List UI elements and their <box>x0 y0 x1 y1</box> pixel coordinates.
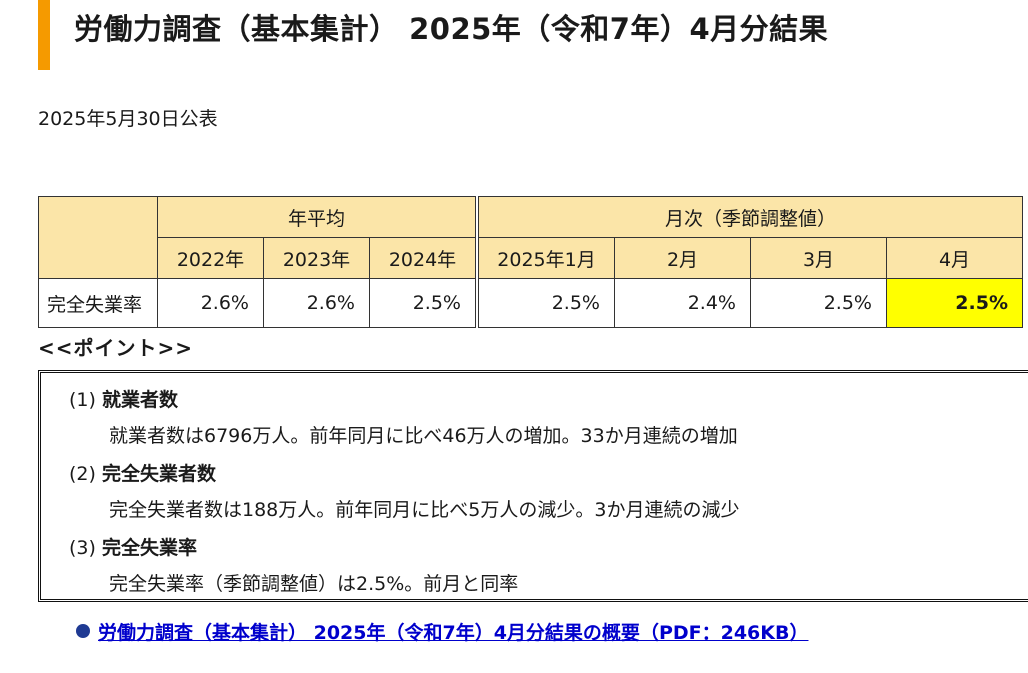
point-heading: (1) 就業者数 <box>69 385 178 412</box>
annual-col-header: 2023年 <box>263 237 370 279</box>
point-number: (1) <box>69 389 96 411</box>
annual-value: 2.6% <box>157 278 264 328</box>
point-title: 就業者数 <box>101 389 178 411</box>
monthly-col-header: 4月 <box>886 237 1023 279</box>
annual-value: 2.5% <box>369 278 476 328</box>
publication-date: 2025年5月30日公表 <box>38 108 218 130</box>
bullet-icon <box>76 624 90 638</box>
summary-pdf-link[interactable]: 労働力調査（基本集計） 2025年（令和7年）4月分結果の概要（PDF：246K… <box>98 622 809 644</box>
point-number: (3) <box>69 537 96 559</box>
monthly-value-latest: 2.5% <box>886 278 1023 328</box>
monthly-col-header: 3月 <box>750 237 887 279</box>
point-number: (2) <box>69 463 96 485</box>
points-heading: <<ポイント>> <box>38 336 194 360</box>
annual-group-header: 年平均 <box>157 196 476 238</box>
points-box: (1) 就業者数 就業者数は6796万人。前年同月に比べ46万人の増加。33か月… <box>38 370 1028 602</box>
monthly-seasonally-adjusted-table: 月次（季節調整値） 2025年1月 2月 3月 4月 2.5% 2.4% 2.5… <box>478 196 1023 328</box>
point-body: 就業者数は6796万人。前年同月に比べ46万人の増加。33か月連続の増加 <box>109 425 738 447</box>
point-heading: (3) 完全失業率 <box>69 533 197 560</box>
monthly-col-header: 2月 <box>614 237 751 279</box>
summary-pdf-link-row: 労働力調査（基本集計） 2025年（令和7年）4月分結果の概要（PDF：246K… <box>76 618 808 645</box>
row-header-blank <box>38 196 158 279</box>
monthly-value: 2.5% <box>750 278 887 328</box>
monthly-col-header: 2025年1月 <box>478 237 615 279</box>
monthly-group-header: 月次（季節調整値） <box>478 196 1023 238</box>
point-heading: (2) 完全失業者数 <box>69 459 216 486</box>
title-accent-bar <box>38 0 50 70</box>
monthly-value: 2.5% <box>478 278 615 328</box>
point-body: 完全失業者数は188万人。前年同月に比べ5万人の減少。3か月連続の減少 <box>109 499 740 521</box>
annual-value: 2.6% <box>263 278 370 328</box>
monthly-value: 2.4% <box>614 278 751 328</box>
page-title: 労働力調査（基本集計） 2025年（令和7年）4月分結果 <box>74 12 829 46</box>
point-body: 完全失業率（季節調整値）は2.5%。前月と同率 <box>109 573 519 595</box>
row-label-unemployment-rate: 完全失業率 <box>38 278 158 328</box>
point-title: 完全失業者数 <box>101 463 216 485</box>
annual-average-table: 年平均 2022年 2023年 2024年 完全失業率 2.6% 2.6% 2.… <box>38 196 476 328</box>
annual-col-header: 2024年 <box>369 237 476 279</box>
annual-col-header: 2022年 <box>157 237 264 279</box>
point-title: 完全失業率 <box>101 537 197 559</box>
